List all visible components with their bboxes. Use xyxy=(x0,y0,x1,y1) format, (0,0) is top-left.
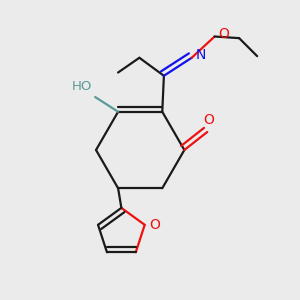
Text: O: O xyxy=(150,218,160,232)
Text: HO: HO xyxy=(72,80,92,93)
Text: O: O xyxy=(218,27,229,41)
Text: O: O xyxy=(203,113,214,127)
Text: N: N xyxy=(196,48,206,62)
